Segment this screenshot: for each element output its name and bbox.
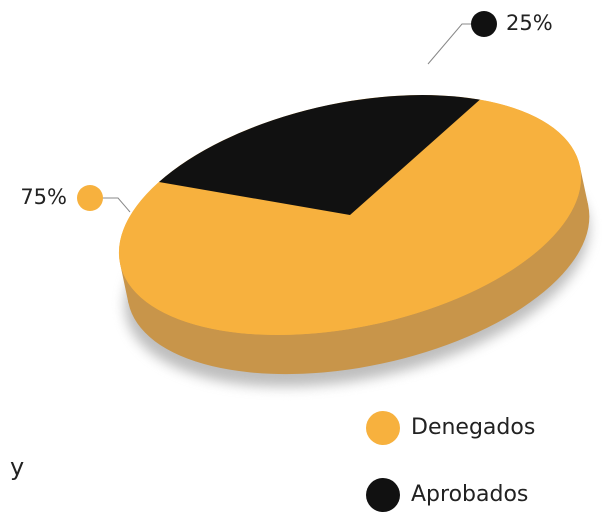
label-dot xyxy=(77,185,103,211)
pie-slice xyxy=(158,95,480,215)
annotation: y xyxy=(10,453,24,481)
value-label: 25% xyxy=(506,11,553,35)
pie xyxy=(118,95,590,387)
value-label: 75% xyxy=(20,185,67,209)
legend-swatch xyxy=(366,478,400,512)
legend-label: Denegados xyxy=(411,415,535,440)
legend-label: Aprobados xyxy=(411,482,528,507)
legend-swatch xyxy=(366,411,400,445)
label-dot xyxy=(471,11,497,37)
pie-slice xyxy=(118,99,582,335)
